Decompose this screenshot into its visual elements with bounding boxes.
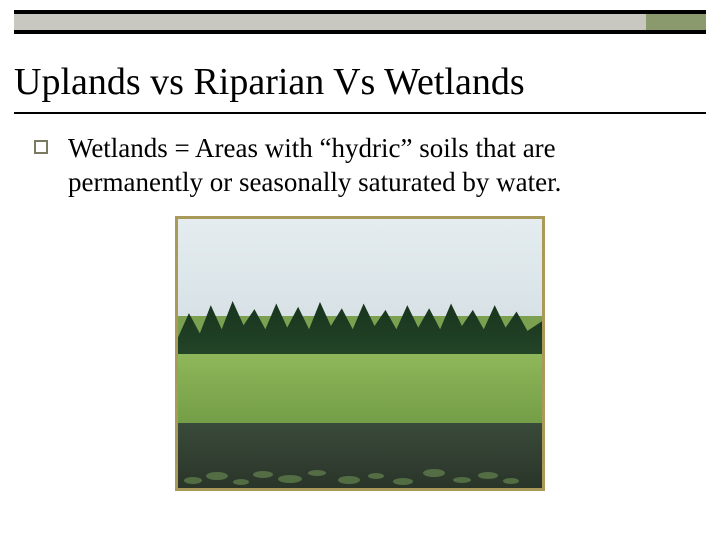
slide-title: Uplands vs Riparian Vs Wetlands <box>14 62 706 110</box>
title-block: Uplands vs Riparian Vs Wetlands <box>14 62 706 114</box>
lily-pad <box>423 469 445 477</box>
definition-text: Wetlands = Areas with “hydric” soils tha… <box>68 132 690 200</box>
lily-pad <box>478 472 498 479</box>
bottom-line <box>14 30 706 34</box>
lily-pad <box>503 478 519 484</box>
lily-pad <box>233 479 249 485</box>
decorative-top-bar <box>14 10 706 46</box>
top-fill-row <box>14 14 706 30</box>
top-fill-olive <box>646 14 706 30</box>
lily-pad <box>184 477 202 484</box>
photo-meadow <box>178 354 542 435</box>
title-underline <box>14 112 706 114</box>
body-bullet-row: Wetlands = Areas with “hydric” soils tha… <box>34 132 690 200</box>
top-fill-grey <box>14 14 646 30</box>
lily-pad <box>308 470 326 476</box>
lily-pad <box>278 475 302 483</box>
lily-pad <box>453 477 471 483</box>
photo-water <box>178 423 542 488</box>
wetland-photo <box>175 216 545 491</box>
lily-pad <box>393 478 413 485</box>
lily-pad <box>368 473 384 479</box>
lily-pad <box>253 471 273 478</box>
lily-pad <box>206 472 228 480</box>
lily-pad <box>338 476 360 484</box>
square-bullet-icon <box>34 140 48 154</box>
